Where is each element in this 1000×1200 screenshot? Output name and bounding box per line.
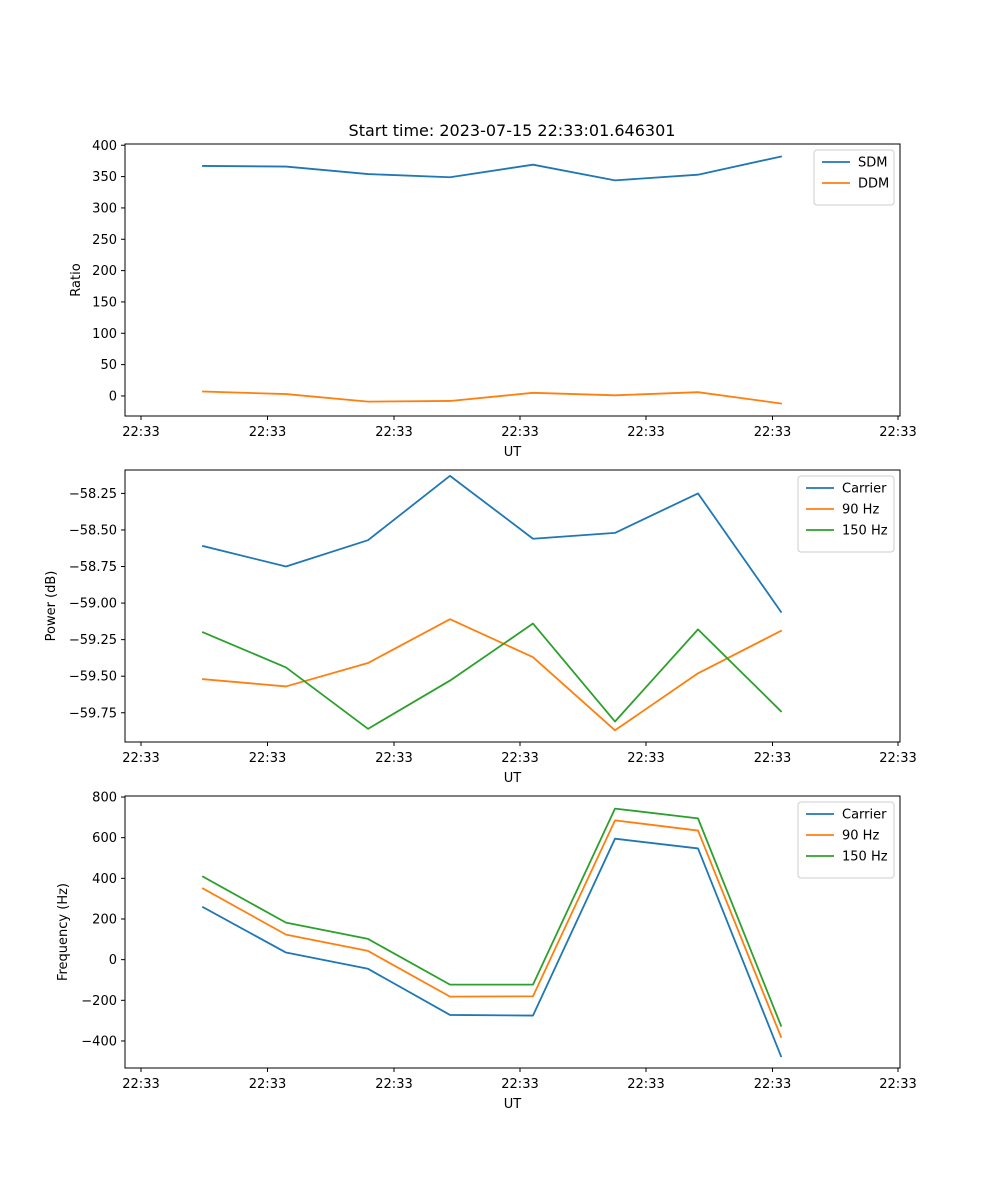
- x-tick-label: 22:33: [122, 425, 159, 440]
- x-tick-label: 22:33: [122, 1077, 159, 1092]
- y-tick-label: 0: [109, 389, 117, 404]
- y-tick-label: −59.00: [69, 597, 117, 612]
- y-tick-label: 400: [92, 139, 117, 154]
- power-chart: 22:33 22:33 22:33 22:33 22:33 22:33 22:33 −59.7…: [44, 469, 917, 786]
- x-tick-label: 22:33: [754, 751, 791, 766]
- x-tick-label: 22:33: [501, 751, 538, 766]
- series-line-150-hz: [201, 807, 783, 1027]
- y-axis-label: Ratio: [69, 263, 84, 296]
- legend-box: [797, 801, 895, 879]
- plot-area-frame: [124, 795, 901, 1069]
- ratio-chart: 22:33 22:33 22:33 22:33 22:33 22:33 22:33 0 50 10…: [69, 139, 917, 460]
- series-line-150-hz: [201, 622, 783, 730]
- frequency-chart: 22:33 22:33 22:33 22:33 22:33 22:33 22:33 −400 −…: [56, 791, 917, 1112]
- legend-label: 150 Hz: [842, 850, 888, 865]
- y-tick-label: 250: [92, 233, 117, 248]
- legend-box: [797, 475, 895, 553]
- series-line-90-hz: [202, 618, 783, 732]
- legend: Carrier 90 Hz 150 Hz: [797, 475, 895, 553]
- plot-area-frame: [124, 143, 901, 417]
- x-tick-label: 22:33: [754, 425, 791, 440]
- x-axis-label: UT: [504, 445, 522, 460]
- y-tick-label: −59.50: [69, 670, 117, 685]
- x-tick-label: 22:33: [627, 425, 664, 440]
- x-tick-label: 22:33: [375, 751, 412, 766]
- figure-title: Start time: 2023-07-15 22:33:01.646301: [349, 121, 676, 140]
- legend: SDM DDM: [813, 149, 895, 206]
- x-tick-label: 22:33: [879, 425, 916, 440]
- x-tick-label: 22:33: [501, 425, 538, 440]
- y-tick-label: −58.25: [69, 487, 117, 502]
- x-tick-label: 22:33: [249, 751, 286, 766]
- series-line-sdm: [202, 155, 783, 182]
- legend-box: [813, 149, 895, 206]
- legend-label: SDM: [858, 156, 887, 171]
- legend-label: 90 Hz: [842, 503, 879, 518]
- x-tick-label: 22:33: [249, 1077, 286, 1092]
- x-tick-label: 22:33: [501, 1077, 538, 1092]
- y-axis-label: Frequency (Hz): [56, 883, 71, 981]
- y-tick-label: −59.75: [69, 706, 117, 721]
- y-tick-label: −200: [81, 994, 117, 1009]
- y-tick-label: −400: [81, 1034, 117, 1049]
- legend-label: DDM: [858, 177, 889, 192]
- x-tick-label: 22:33: [879, 1077, 916, 1092]
- plot-area-frame: [124, 469, 901, 743]
- x-tick-label: 22:33: [754, 1077, 791, 1092]
- legend-label: 150 Hz: [842, 524, 888, 539]
- series-line-carrier: [201, 837, 783, 1058]
- x-tick-label: 22:33: [249, 425, 286, 440]
- y-tick-label: 100: [92, 327, 117, 342]
- x-tick-label: 22:33: [627, 751, 664, 766]
- legend-label: Carrier: [842, 808, 887, 823]
- legend: Carrier 90 Hz 150 Hz: [797, 801, 895, 879]
- x-tick-label: 22:33: [627, 1077, 664, 1092]
- legend-label: Carrier: [842, 482, 887, 497]
- x-tick-label: 22:33: [375, 425, 412, 440]
- y-tick-label: −58.75: [69, 560, 117, 575]
- y-tick-label: 600: [92, 831, 117, 846]
- legend-label: 90 Hz: [842, 829, 879, 844]
- y-axis-label: Power (dB): [44, 571, 59, 642]
- series-line-90-hz: [201, 819, 783, 1039]
- x-axis-label: UT: [504, 1097, 522, 1112]
- y-tick-label: 150: [92, 295, 117, 310]
- y-tick-label: 350: [92, 170, 117, 185]
- series-line-carrier: [201, 474, 783, 614]
- y-tick-label: 200: [92, 264, 117, 279]
- y-tick-label: 200: [92, 912, 117, 927]
- y-tick-label: 50: [100, 358, 117, 373]
- series-line-ddm: [202, 390, 783, 405]
- y-tick-label: −59.25: [69, 633, 117, 648]
- x-axis-label: UT: [504, 771, 522, 786]
- y-tick-label: 0: [109, 953, 117, 968]
- y-tick-label: −58.50: [69, 523, 117, 538]
- x-tick-label: 22:33: [879, 751, 916, 766]
- x-tick-label: 22:33: [122, 751, 159, 766]
- y-tick-label: 300: [92, 201, 117, 216]
- y-tick-label: 800: [92, 791, 117, 806]
- x-tick-label: 22:33: [375, 1077, 412, 1092]
- y-tick-label: 400: [92, 872, 117, 887]
